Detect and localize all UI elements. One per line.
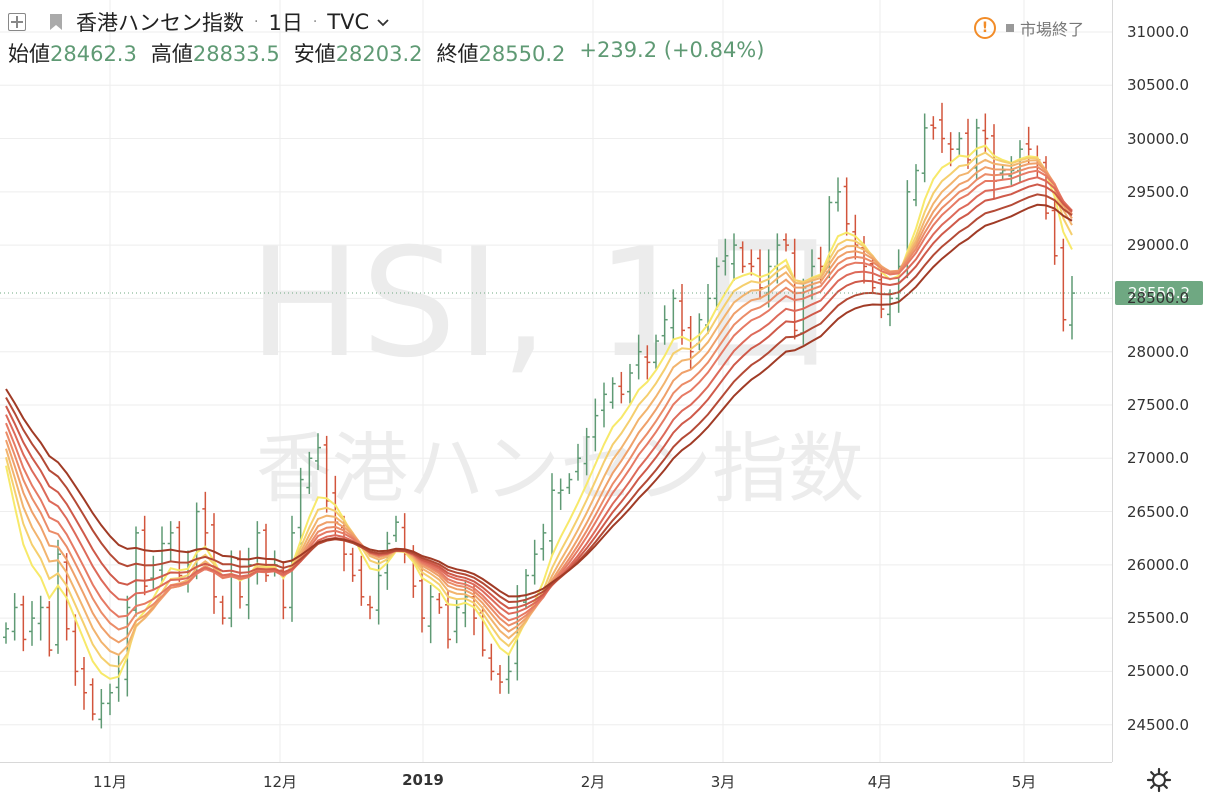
price-tick-label: 28500.0 xyxy=(1127,289,1190,308)
change-value: +239.2 (+0.84%) xyxy=(579,38,765,62)
price-tick-label: 25500.0 xyxy=(1127,609,1190,628)
ema-ribbon-line xyxy=(5,176,1073,615)
high-label: 高値 xyxy=(150,42,193,66)
symbol-name[interactable]: 香港ハンセン指数 xyxy=(76,11,244,35)
flag-icon xyxy=(50,14,62,30)
price-tick-label: 29500.0 xyxy=(1127,182,1190,201)
ema-ribbon-line xyxy=(5,169,1073,622)
price-tick-label: 25000.0 xyxy=(1127,662,1190,681)
time-tick-label: 2月 xyxy=(580,773,606,791)
price-tick-label: 31000.0 xyxy=(1127,22,1190,41)
price-tick-label: 30000.0 xyxy=(1127,129,1190,148)
price-axis[interactable]: 28550.2 31000.0 30500.0 30000.0 29500.0 2900… xyxy=(1112,0,1206,762)
ema-ribbon-line xyxy=(5,193,1073,604)
ohlc-values: 始値28462.3 高値28833.5 安値28203.2 終値28550.2 … xyxy=(8,38,764,68)
price-tick-label: 28000.0 xyxy=(1127,342,1190,361)
close-label: 終値 xyxy=(436,42,479,66)
gear-icon[interactable] xyxy=(1146,767,1172,793)
open-value: 28462.3 xyxy=(50,42,137,66)
time-tick-label: 12月 xyxy=(262,773,298,791)
close-value: 28550.2 xyxy=(478,42,566,66)
open-label: 始値 xyxy=(8,42,50,66)
time-tick-label: 4月 xyxy=(867,773,893,791)
ema-ribbon-line xyxy=(5,183,1073,610)
time-tick-label: 3月 xyxy=(710,773,736,791)
low-value: 28203.2 xyxy=(335,42,423,66)
time-tick-label: 2019 xyxy=(402,771,444,789)
price-tick-label: 26000.0 xyxy=(1127,555,1190,574)
legend-header: 香港ハンセン指数 · 1日 · TVC 始値28462.3 高値28833.5 … xyxy=(8,8,764,68)
separator-dot: · xyxy=(254,14,259,30)
close-item: 終値28550.2 xyxy=(437,38,566,68)
time-axis[interactable]: 11月 12月 2019 2月 3月 4月 5月 xyxy=(0,762,1112,797)
price-tick-label: 27000.0 xyxy=(1127,449,1190,468)
separator-dot: · xyxy=(312,14,318,30)
symbol-title-row[interactable]: 香港ハンセン指数 · 1日 · TVC xyxy=(8,8,764,36)
price-tick-label: 30500.0 xyxy=(1127,76,1190,95)
price-tick-label: 27500.0 xyxy=(1127,395,1190,414)
last-price-tag: 28550.2 xyxy=(1115,281,1203,306)
plus-square-icon[interactable] xyxy=(8,13,26,31)
price-tick-label: 24500.0 xyxy=(1127,715,1190,734)
time-tick-label: 11月 xyxy=(92,773,128,791)
chevron-down-icon[interactable] xyxy=(377,17,389,27)
market-status: ! 市場終了 xyxy=(974,16,1084,40)
ema-ribbon-line xyxy=(5,203,1073,598)
price-tick-label: 26500.0 xyxy=(1127,502,1190,521)
exchange-label[interactable]: TVC xyxy=(327,10,370,34)
open-item: 始値28462.3 xyxy=(8,38,137,68)
low-item: 安値28203.2 xyxy=(294,38,423,68)
time-tick-label: 5月 xyxy=(1011,773,1037,791)
alert-circle-icon[interactable]: ! xyxy=(974,17,996,39)
market-status-dot xyxy=(1006,24,1014,32)
interval-label[interactable]: 1日 xyxy=(268,11,303,35)
price-tick-label: 29000.0 xyxy=(1127,236,1190,255)
market-status-label: 市場終了 xyxy=(1020,20,1085,39)
low-label: 安値 xyxy=(293,42,336,66)
high-value: 28833.5 xyxy=(192,42,280,66)
high-item: 高値28833.5 xyxy=(151,38,280,68)
chart-pane[interactable]: HSI, 1日 香港ハンセン指数 香港ハンセン指数 · 1日 · TVC 始値28… xyxy=(0,0,1112,762)
